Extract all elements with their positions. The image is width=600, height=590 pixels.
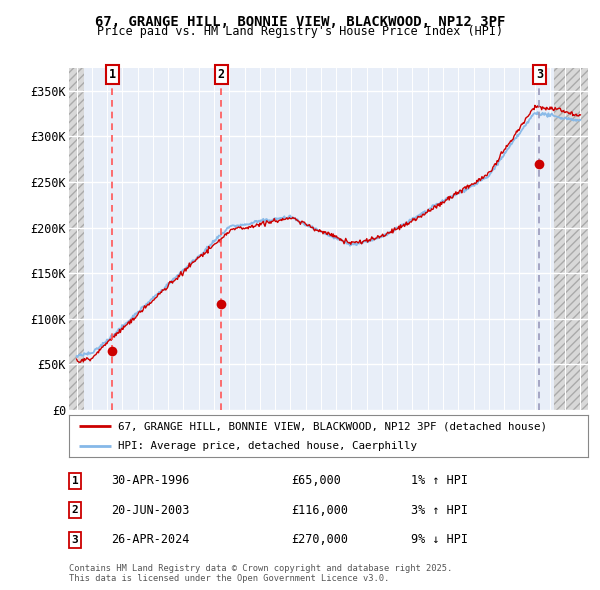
Text: 30-APR-1996: 30-APR-1996: [111, 474, 190, 487]
Text: HPI: Average price, detached house, Caerphilly: HPI: Average price, detached house, Caer…: [118, 441, 418, 451]
Text: Contains HM Land Registry data © Crown copyright and database right 2025.
This d: Contains HM Land Registry data © Crown c…: [69, 563, 452, 583]
Text: 20-JUN-2003: 20-JUN-2003: [111, 504, 190, 517]
Text: Price paid vs. HM Land Registry's House Price Index (HPI): Price paid vs. HM Land Registry's House …: [97, 25, 503, 38]
Text: 67, GRANGE HILL, BONNIE VIEW, BLACKWOOD, NP12 3PF: 67, GRANGE HILL, BONNIE VIEW, BLACKWOOD,…: [95, 15, 505, 29]
Text: 3: 3: [71, 535, 79, 545]
Text: £116,000: £116,000: [291, 504, 348, 517]
Text: 3% ↑ HPI: 3% ↑ HPI: [411, 504, 468, 517]
Text: 1: 1: [71, 476, 79, 486]
Text: £65,000: £65,000: [291, 474, 341, 487]
Text: 3: 3: [536, 68, 543, 81]
Text: 2: 2: [218, 68, 225, 81]
Text: £270,000: £270,000: [291, 533, 348, 546]
Text: 9% ↓ HPI: 9% ↓ HPI: [411, 533, 468, 546]
Text: 67, GRANGE HILL, BONNIE VIEW, BLACKWOOD, NP12 3PF (detached house): 67, GRANGE HILL, BONNIE VIEW, BLACKWOOD,…: [118, 421, 547, 431]
Text: 1: 1: [109, 68, 116, 81]
Bar: [69, 68, 84, 410]
Bar: [554, 68, 588, 410]
Bar: [69, 68, 84, 410]
Text: 2: 2: [71, 506, 79, 515]
Text: 26-APR-2024: 26-APR-2024: [111, 533, 190, 546]
Text: 1% ↑ HPI: 1% ↑ HPI: [411, 474, 468, 487]
Bar: [554, 68, 588, 410]
